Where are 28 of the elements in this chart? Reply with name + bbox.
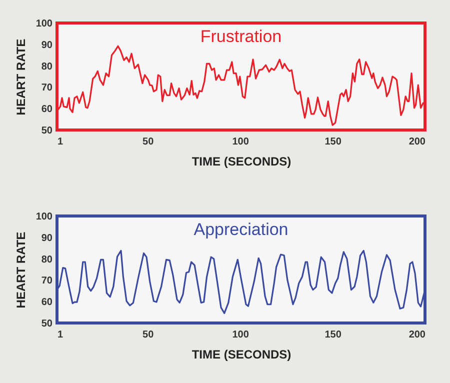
y-tick-label: 100 [36, 18, 53, 30]
x-axis-title: TIME (SECONDS) [192, 154, 292, 168]
x-axis-title: TIME (SECONDS) [192, 348, 292, 362]
y-tick-label: 60 [41, 104, 53, 116]
y-axis-title: HEART RATE [14, 232, 28, 308]
y-tick-label: 60 [41, 297, 53, 308]
y-tick-label: 90 [41, 232, 53, 244]
x-tick-label: 100 [232, 136, 250, 148]
chart-title: Frustration [200, 27, 282, 46]
x-tick-label: 200 [408, 136, 426, 148]
y-tick-label: 70 [41, 82, 53, 94]
y-tick-label: 70 [41, 276, 53, 287]
x-tick-label: 1 [58, 136, 64, 148]
x-tick-label: 50 [142, 136, 154, 148]
x-tick-label: 150 [324, 136, 342, 148]
x-tick-label: 50 [142, 330, 154, 340]
x-tick-label: 1 [58, 330, 64, 340]
x-tick-label: 100 [232, 330, 250, 340]
y-tick-label: 80 [41, 61, 53, 72]
x-tick-label: 200 [408, 330, 426, 340]
x-tick-label: 150 [324, 330, 342, 340]
y-axis-title: HEART RATE [14, 38, 28, 116]
y-tick-label: 50 [41, 318, 53, 330]
chart-title: Appreciation [194, 220, 288, 239]
y-tick-label: 90 [41, 40, 53, 51]
y-tick-label: 50 [41, 126, 53, 136]
y-tick-label: 80 [41, 254, 53, 266]
y-tick-label: 100 [36, 212, 53, 222]
